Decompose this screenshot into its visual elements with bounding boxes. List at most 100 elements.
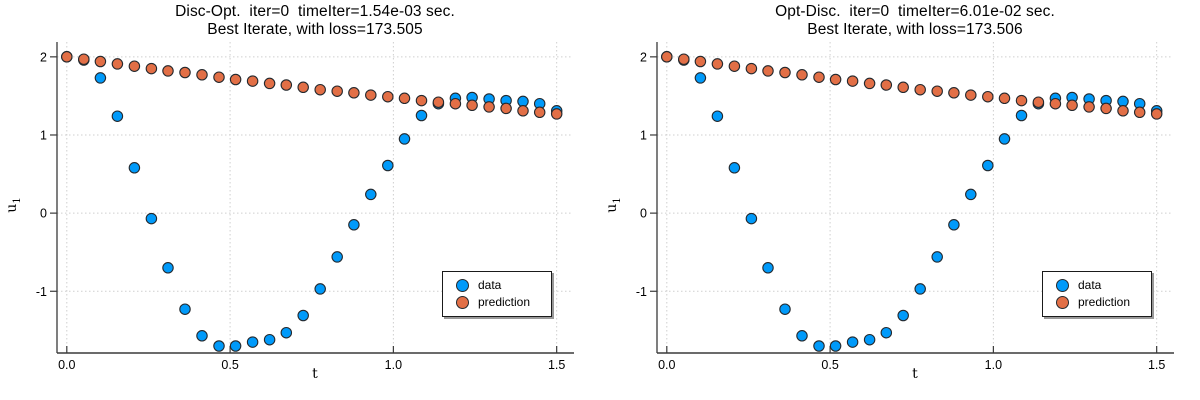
tick-label-y: 0 — [40, 207, 47, 221]
chart-title-line-2: Best Iterate, with loss=173.505 — [207, 21, 423, 38]
legend-label: data — [1078, 278, 1102, 292]
data-point — [914, 283, 926, 295]
data-point — [745, 212, 758, 225]
prediction-point — [280, 79, 293, 91]
data-point — [162, 262, 174, 274]
prediction-point — [179, 66, 191, 79]
data-point — [213, 340, 225, 352]
prediction-point — [229, 73, 242, 86]
data-point — [314, 283, 326, 295]
prediction-point — [813, 71, 825, 83]
tick-label-x: 1.0 — [985, 358, 1002, 372]
legend-entry-prediction: prediction — [1056, 294, 1151, 311]
data-point — [863, 333, 876, 346]
data-point — [982, 159, 994, 172]
legend-label: prediction — [1078, 295, 1131, 309]
data-point — [280, 326, 293, 339]
data-point — [965, 188, 977, 201]
prediction-point — [1032, 96, 1045, 108]
tick-label-y: 1 — [40, 128, 47, 142]
prediction-point — [398, 92, 411, 105]
data-point — [829, 340, 842, 352]
tick-label-x: 0.0 — [658, 358, 675, 372]
prediction-point — [914, 83, 926, 96]
prediction-point — [998, 92, 1011, 105]
prediction-point — [982, 90, 994, 103]
prediction-point — [1049, 97, 1062, 110]
prediction-point — [246, 75, 259, 87]
data-point — [517, 95, 529, 108]
prediction-point — [762, 65, 774, 77]
prediction-point — [517, 105, 529, 117]
prediction-point — [1133, 106, 1146, 119]
prediction-point — [213, 71, 225, 83]
prediction-point — [880, 79, 893, 91]
prediction-point — [661, 51, 673, 63]
data-point — [111, 110, 124, 122]
data-point — [297, 309, 309, 322]
plot-svg: 0.0 0.5 1.0 1.5 -1 0 1 2 — [36, 42, 574, 372]
prediction-point — [162, 65, 174, 77]
prediction-point — [728, 60, 741, 72]
legend-marker-prediction-icon — [456, 296, 469, 309]
tick-label-x: 1.5 — [1148, 358, 1165, 372]
data-point — [880, 326, 893, 339]
prediction-point — [500, 102, 512, 115]
prediction-point — [1066, 99, 1078, 112]
tick-label-x: 0.5 — [221, 358, 238, 372]
chart-title-line-1: Opt-Disc. iter=0 timeIter=6.01e-02 sec. — [775, 3, 1055, 20]
tick-label-y: 2 — [640, 50, 647, 64]
legend: data prediction — [1042, 271, 1152, 317]
prediction-point — [483, 101, 495, 113]
prediction-point — [897, 81, 909, 94]
data-point — [365, 188, 377, 201]
prediction-point — [61, 51, 73, 63]
prediction-point — [550, 108, 563, 120]
data-point — [1117, 95, 1129, 108]
prediction-point — [432, 96, 445, 108]
data-point — [728, 162, 741, 174]
tick-label-y: 1 — [640, 128, 647, 142]
tick-label-x: 0.0 — [58, 358, 75, 372]
legend-entry-data: data — [1056, 277, 1151, 294]
prediction-point — [365, 89, 377, 101]
data-point — [846, 336, 859, 348]
tick-label-y: -1 — [36, 285, 47, 299]
prediction-point — [829, 73, 842, 86]
legend: data prediction — [442, 271, 552, 317]
data-point — [415, 109, 428, 122]
data-point — [998, 133, 1011, 145]
legend-label: data — [478, 278, 502, 292]
prediction-point — [145, 62, 158, 75]
prediction-point — [1083, 101, 1095, 113]
data-point — [179, 303, 191, 315]
prediction-point — [694, 55, 707, 68]
data-point — [398, 133, 411, 145]
prediction-point — [382, 90, 394, 103]
data-point — [229, 340, 242, 352]
data-point — [1015, 109, 1028, 122]
prediction-point — [796, 69, 808, 81]
data-point — [948, 219, 960, 231]
tick-label-y: 2 — [40, 50, 47, 64]
legend-marker-data-icon — [1056, 279, 1069, 292]
tick-label-y: 0 — [640, 207, 647, 221]
prediction-point — [931, 85, 943, 97]
prediction-point — [1015, 94, 1028, 107]
plot-svg: 0.0 0.5 1.0 1.5 -1 0 1 2 — [636, 42, 1174, 372]
tick-label-y: -1 — [636, 285, 647, 299]
data-point — [694, 72, 707, 84]
prediction-point — [111, 58, 124, 70]
data-point — [796, 330, 808, 342]
data-point — [246, 336, 259, 348]
x-axis-label: t — [312, 366, 318, 382]
data-point — [348, 219, 360, 231]
prediction-point — [1100, 102, 1112, 115]
data-point — [711, 110, 724, 122]
x-axis-label: t — [912, 366, 918, 382]
prediction-point — [779, 66, 791, 79]
tick-label-x: 0.5 — [821, 358, 838, 372]
chart-title-line-1: Disc-Opt. iter=0 timeIter=1.54e-03 sec. — [175, 3, 455, 20]
data-point — [931, 251, 943, 263]
